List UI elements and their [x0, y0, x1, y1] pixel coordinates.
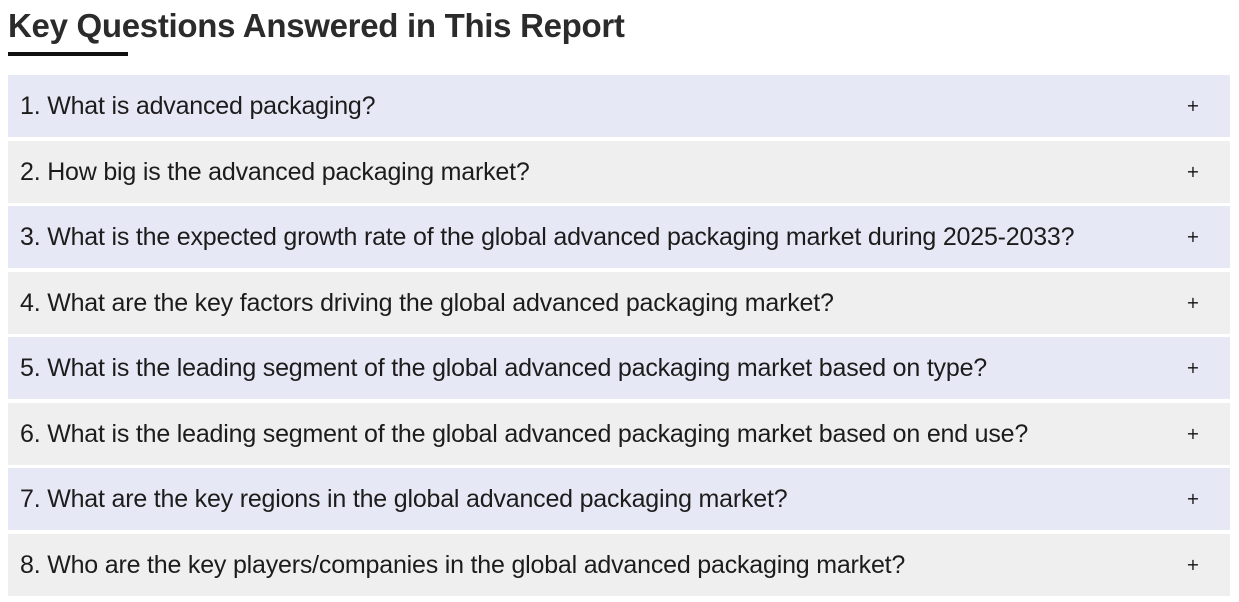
section-title: Key Questions Answered in This Report — [8, 7, 625, 44]
plus-icon[interactable]: + — [1186, 96, 1200, 115]
faq-question: 2. How big is the advanced packaging mar… — [20, 157, 530, 186]
plus-icon[interactable]: + — [1186, 161, 1200, 181]
plus-icon[interactable]: + — [1186, 423, 1200, 443]
faq-item-7[interactable]: 7. What are the key regions in the globa… — [8, 468, 1230, 530]
faq-item-4[interactable]: 4. What are the key factors driving the … — [8, 271, 1230, 334]
faq-item-2[interactable]: 2. How big is the advanced packaging mar… — [8, 140, 1230, 203]
faq-question: 8. Who are the key players/companies in … — [20, 550, 906, 579]
plus-icon[interactable]: + — [1186, 292, 1200, 312]
faq-question: 6. What is the leading segment of the gl… — [20, 419, 1029, 448]
faq-item-8[interactable]: 8. Who are the key players/companies in … — [8, 533, 1230, 596]
faq-question: 3. What is the expected growth rate of t… — [20, 223, 1075, 251]
plus-icon[interactable]: + — [1186, 227, 1200, 246]
faq-question: 7. What are the key regions in the globa… — [20, 485, 788, 513]
faq-item-3[interactable]: 3. What is the expected growth rate of t… — [8, 206, 1230, 268]
faq-list: 1. What is advanced packaging? + 2. How … — [8, 75, 1230, 599]
faq-item-5[interactable]: 5. What is the leading segment of the gl… — [8, 337, 1230, 399]
title-underline — [8, 52, 128, 56]
faq-question: 4. What are the key factors driving the … — [20, 288, 834, 317]
faq-question: 1. What is advanced packaging? — [20, 92, 376, 120]
plus-icon[interactable]: + — [1186, 554, 1200, 574]
faq-item-6[interactable]: 6. What is the leading segment of the gl… — [8, 402, 1230, 465]
faq-item-1[interactable]: 1. What is advanced packaging? + — [8, 75, 1230, 137]
plus-icon[interactable]: + — [1186, 358, 1200, 377]
plus-icon[interactable]: + — [1186, 489, 1200, 508]
faq-question: 5. What is the leading segment of the gl… — [20, 354, 987, 382]
